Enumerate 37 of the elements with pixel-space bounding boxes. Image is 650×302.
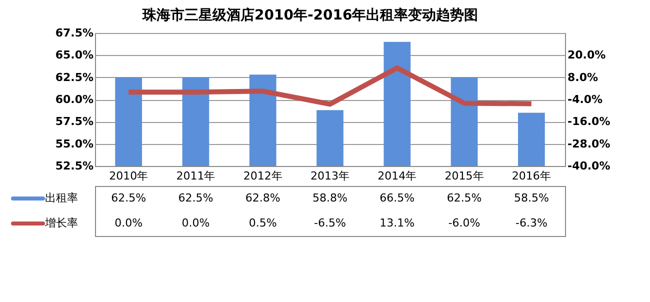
y2-tick-label: -4.0% [568, 93, 603, 106]
y2-tick-label: 20.0% [568, 48, 606, 62]
x-tick-label: 2013年 [310, 170, 350, 182]
y-tick-label: 57.5% [55, 115, 94, 128]
legend-label: 出租率 [45, 192, 78, 204]
data-label: 13.1% [380, 216, 415, 230]
x-tick-label: 2015年 [444, 170, 484, 182]
x-tick-label: 2012年 [243, 170, 282, 182]
data-label: 58.5% [514, 192, 549, 204]
y-tick-label: 67.5% [55, 26, 94, 40]
data-label: -6.0% [448, 216, 480, 230]
y2-tick-label: -28.0% [568, 137, 610, 150]
data-label: 62.5% [178, 192, 214, 204]
data-label: -6.3% [515, 216, 548, 230]
x-tick-label: 2014年 [378, 170, 417, 182]
y2-tick-label: 8.0% [568, 70, 598, 84]
y-tick-label: 60.0% [55, 93, 94, 106]
x-tick-label: 2016年 [512, 170, 551, 182]
y-tick-label: 65.0% [55, 48, 94, 62]
data-label: 62.8% [245, 192, 280, 204]
y-tick-label: 55.0% [55, 137, 94, 150]
data-label: -6.5% [314, 216, 346, 230]
data-label: 66.5% [380, 192, 415, 204]
data-label: 0.0% [182, 216, 210, 230]
data-label: 0.5% [248, 216, 277, 230]
y-tick-label: 52.5% [55, 160, 94, 172]
x-tick-label: 2011年 [176, 170, 216, 182]
chart-title: 珠海市三星级酒店2010年-2016年出租率变动趋势图 [141, 6, 478, 24]
data-label: 62.5% [111, 192, 146, 204]
legend-label: 增长率 [44, 216, 78, 230]
x-tick-label: 2010年 [109, 170, 148, 182]
y2-tick-label: -40.0% [568, 160, 610, 172]
data-label: 62.5% [446, 192, 482, 204]
data-label: 58.8% [312, 192, 348, 204]
data-label: 0.0% [114, 216, 143, 230]
y2-tick-label: -16.0% [568, 115, 610, 128]
y-tick-label: 62.5% [55, 70, 94, 84]
